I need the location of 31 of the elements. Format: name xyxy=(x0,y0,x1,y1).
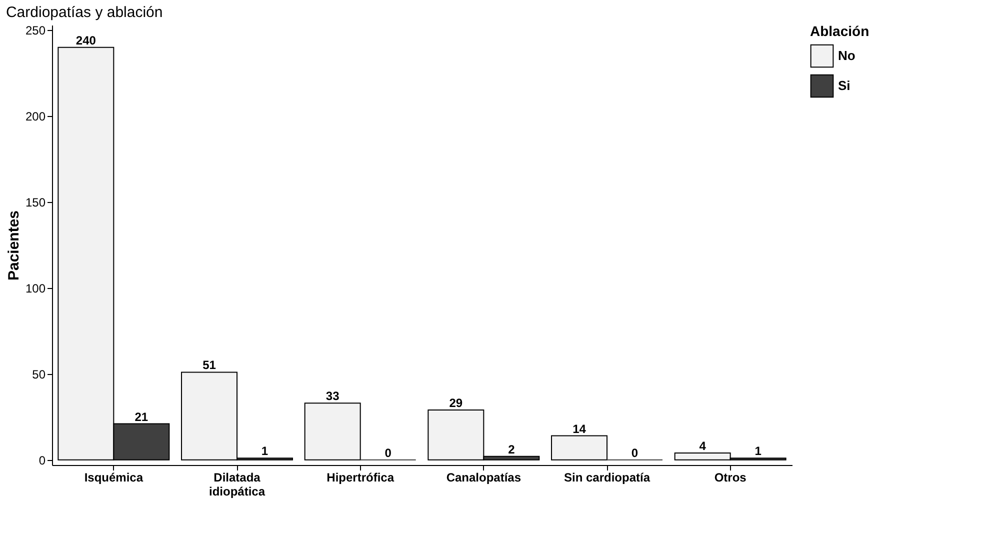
y-tick-label: 0 xyxy=(38,453,46,468)
bar xyxy=(304,402,361,460)
data-label: 51 xyxy=(202,358,216,372)
y-tick-label: 150 xyxy=(25,196,46,210)
legend-label: No xyxy=(838,48,856,63)
data-label: 14 xyxy=(572,422,586,436)
legend-title: Ablación xyxy=(810,23,870,39)
data-label: 0 xyxy=(384,446,392,460)
chart-title: Cardiopatías y ablación xyxy=(6,4,163,22)
legend-label: Si xyxy=(838,78,850,93)
y-tick-label: 50 xyxy=(32,367,46,382)
data-label: 1 xyxy=(261,444,268,458)
x-tick-label: Dilatada idiopática xyxy=(208,470,266,498)
data-label: 2 xyxy=(508,442,516,456)
data-label: 33 xyxy=(326,389,340,404)
data-label: 29 xyxy=(449,396,463,410)
data-label: 240 xyxy=(76,33,96,48)
y-tick-label: 200 xyxy=(25,110,46,124)
data-label: 1 xyxy=(754,444,762,458)
y-axis-title: Pacientes xyxy=(5,210,22,281)
x-tick-label: Isquémica xyxy=(84,470,144,484)
bar xyxy=(551,435,608,460)
x-tick-label: Otros xyxy=(714,470,747,484)
y-tick-label: 250 xyxy=(25,24,46,38)
data-label: 0 xyxy=(631,446,638,460)
data-label: 21 xyxy=(134,410,148,424)
data-label: 4 xyxy=(699,438,706,453)
x-tick-label: Canalopatías xyxy=(446,470,522,484)
y-tick-label: 100 xyxy=(25,281,46,296)
x-tick-label: Hipertrófica xyxy=(326,470,394,484)
x-tick-label: Sin cardiopatía xyxy=(564,470,650,484)
